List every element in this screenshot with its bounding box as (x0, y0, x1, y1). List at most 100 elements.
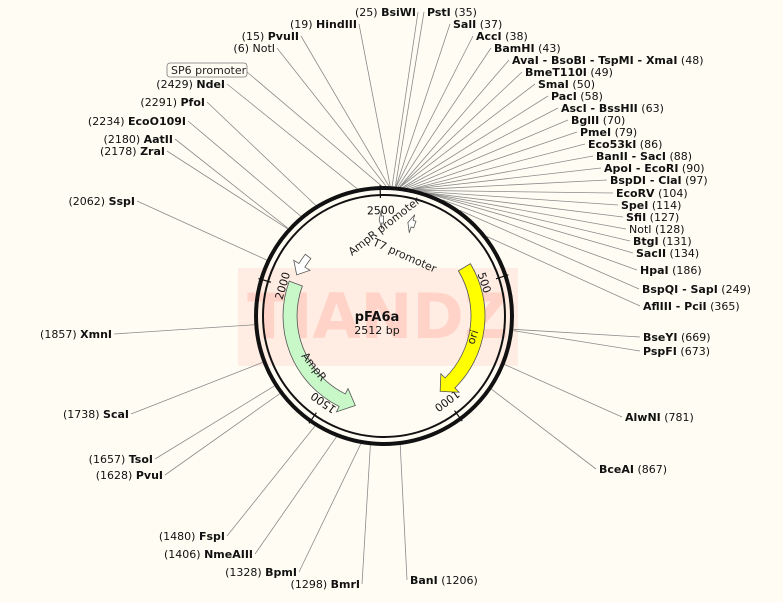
leader-line (298, 443, 362, 573)
site-position: (365) (707, 300, 740, 313)
leader-line (459, 210, 640, 290)
leader-line (504, 364, 623, 418)
site-label-right: AscI - BssHII (63) (561, 102, 664, 115)
site-label-right: BtgI (131) (633, 235, 692, 248)
leader-line (513, 328, 641, 338)
site-position: (37) (476, 18, 502, 31)
site-enzyme: BanII - SacI (596, 150, 666, 163)
site-enzyme: BmeT110I (525, 66, 587, 79)
site-position: (2429) (156, 78, 196, 91)
site-enzyme: NotI (252, 42, 275, 55)
site-label-right: Eco53kI (86) (588, 138, 662, 151)
site-enzyme: ZraI (140, 145, 165, 158)
site-enzyme: BceAI (599, 463, 634, 476)
site-label-right: BspQI - SapI (249) (642, 283, 751, 296)
site-label-right: SpeI (114) (621, 199, 681, 212)
leader-line (425, 192, 631, 242)
site-position: (1857) (40, 328, 80, 341)
site-label-right: PacI (58) (551, 90, 603, 103)
site-enzyme: ScaI (103, 408, 129, 421)
ori-feature (439, 263, 486, 393)
plasmid-size: 2512 bp (354, 324, 399, 337)
leader-lines (113, 11, 641, 585)
site-enzyme: PmeI (580, 126, 611, 139)
leader-line (226, 83, 358, 190)
site-enzyme: PfoI (181, 96, 206, 109)
site-label-left: (15) PvuII (242, 30, 299, 43)
site-label-right: BanI (1206) (410, 574, 478, 587)
site-label-right: BspDI - ClaI (97) (610, 174, 708, 187)
sp6-promoter-callout: SP6 promoter (166, 62, 248, 78)
site-enzyme: SmaI (538, 78, 569, 91)
site-position: (58) (577, 90, 603, 103)
site-enzyme: PvuII (268, 30, 299, 43)
t7-promoter-arrow (407, 214, 417, 233)
site-label-left: (25) BsiWI (355, 6, 416, 19)
site-label-left: (6) NotI (233, 42, 275, 55)
ampr-feature (282, 280, 356, 413)
site-position: (2180) (104, 133, 144, 146)
site-enzyme: BsiWI (381, 6, 416, 19)
leader-line (404, 107, 559, 188)
site-label-left: (1328) BpmI (225, 566, 297, 579)
site-position: (2291) (140, 96, 180, 109)
leader-line (113, 324, 255, 335)
leader-line (424, 192, 627, 230)
leader-line (174, 138, 289, 229)
leader-line (130, 362, 263, 415)
ampr-promoter-arrow (293, 253, 312, 276)
site-enzyme: SfiI (626, 211, 646, 224)
site-label-right: SacII (134) (636, 247, 699, 260)
site-label-left: (2062) SspI (68, 195, 135, 208)
leader-line (358, 23, 391, 187)
sp6-promoter-arrow (378, 209, 384, 230)
leader-line (361, 445, 371, 585)
site-label-right: AvaI - BsoBI - TspMI - XmaI (48) (512, 54, 704, 67)
site-label-right: BseYI (669) (643, 331, 711, 344)
site-enzyme: EcoRV (616, 187, 655, 200)
leader-line (166, 150, 288, 230)
site-position: (867) (634, 463, 667, 476)
ruler-tick (454, 410, 463, 422)
backbone-inner (262, 194, 506, 438)
site-enzyme: BspQI - SapI (642, 283, 718, 296)
site-position: (1206) (438, 574, 478, 587)
site-position: (90) (678, 162, 704, 175)
site-enzyme: EcoO109I (128, 115, 186, 128)
site-enzyme: PstI (427, 6, 451, 19)
site-enzyme: BspDI - ClaI (610, 174, 682, 187)
site-label-right: SfiI (127) (626, 211, 679, 224)
site-position: (70) (599, 114, 625, 127)
site-position: (43) (535, 42, 561, 55)
site-enzyme: BtgI (633, 235, 659, 248)
leader-line (406, 119, 569, 189)
ori-label: ori (464, 328, 481, 346)
site-label-left: (19) HindIII (290, 18, 357, 31)
leader-line (412, 155, 594, 190)
site-position: (50) (569, 78, 595, 91)
leader-line (491, 388, 597, 470)
site-label-left: (2178) ZraI (100, 145, 165, 158)
site-position: (104) (655, 187, 688, 200)
site-position: (49) (587, 66, 613, 79)
site-enzyme: BmrI (331, 578, 360, 591)
site-enzyme: AatII (144, 133, 173, 146)
leader-line (246, 71, 382, 187)
leader-line (300, 35, 390, 187)
site-enzyme: NotI (629, 223, 652, 236)
ruler-tick (258, 277, 272, 283)
leader-line (399, 444, 408, 581)
site-position: (249) (718, 283, 751, 296)
site-label-right: AlwNI (781) (625, 411, 694, 424)
site-label-left: (1480) FspI (159, 530, 225, 543)
site-enzyme: SspI (109, 195, 135, 208)
site-label-left: (1738) ScaI (63, 408, 129, 421)
leader-line (513, 330, 641, 352)
leader-line (402, 95, 549, 188)
site-enzyme: TsoI (129, 453, 153, 466)
site-position: (1657) (89, 453, 129, 466)
site-enzyme: AflIII - PciI (643, 300, 707, 313)
site-enzyme: ApoI - EcoRI (604, 162, 678, 175)
site-enzyme: HpaI (640, 264, 669, 277)
